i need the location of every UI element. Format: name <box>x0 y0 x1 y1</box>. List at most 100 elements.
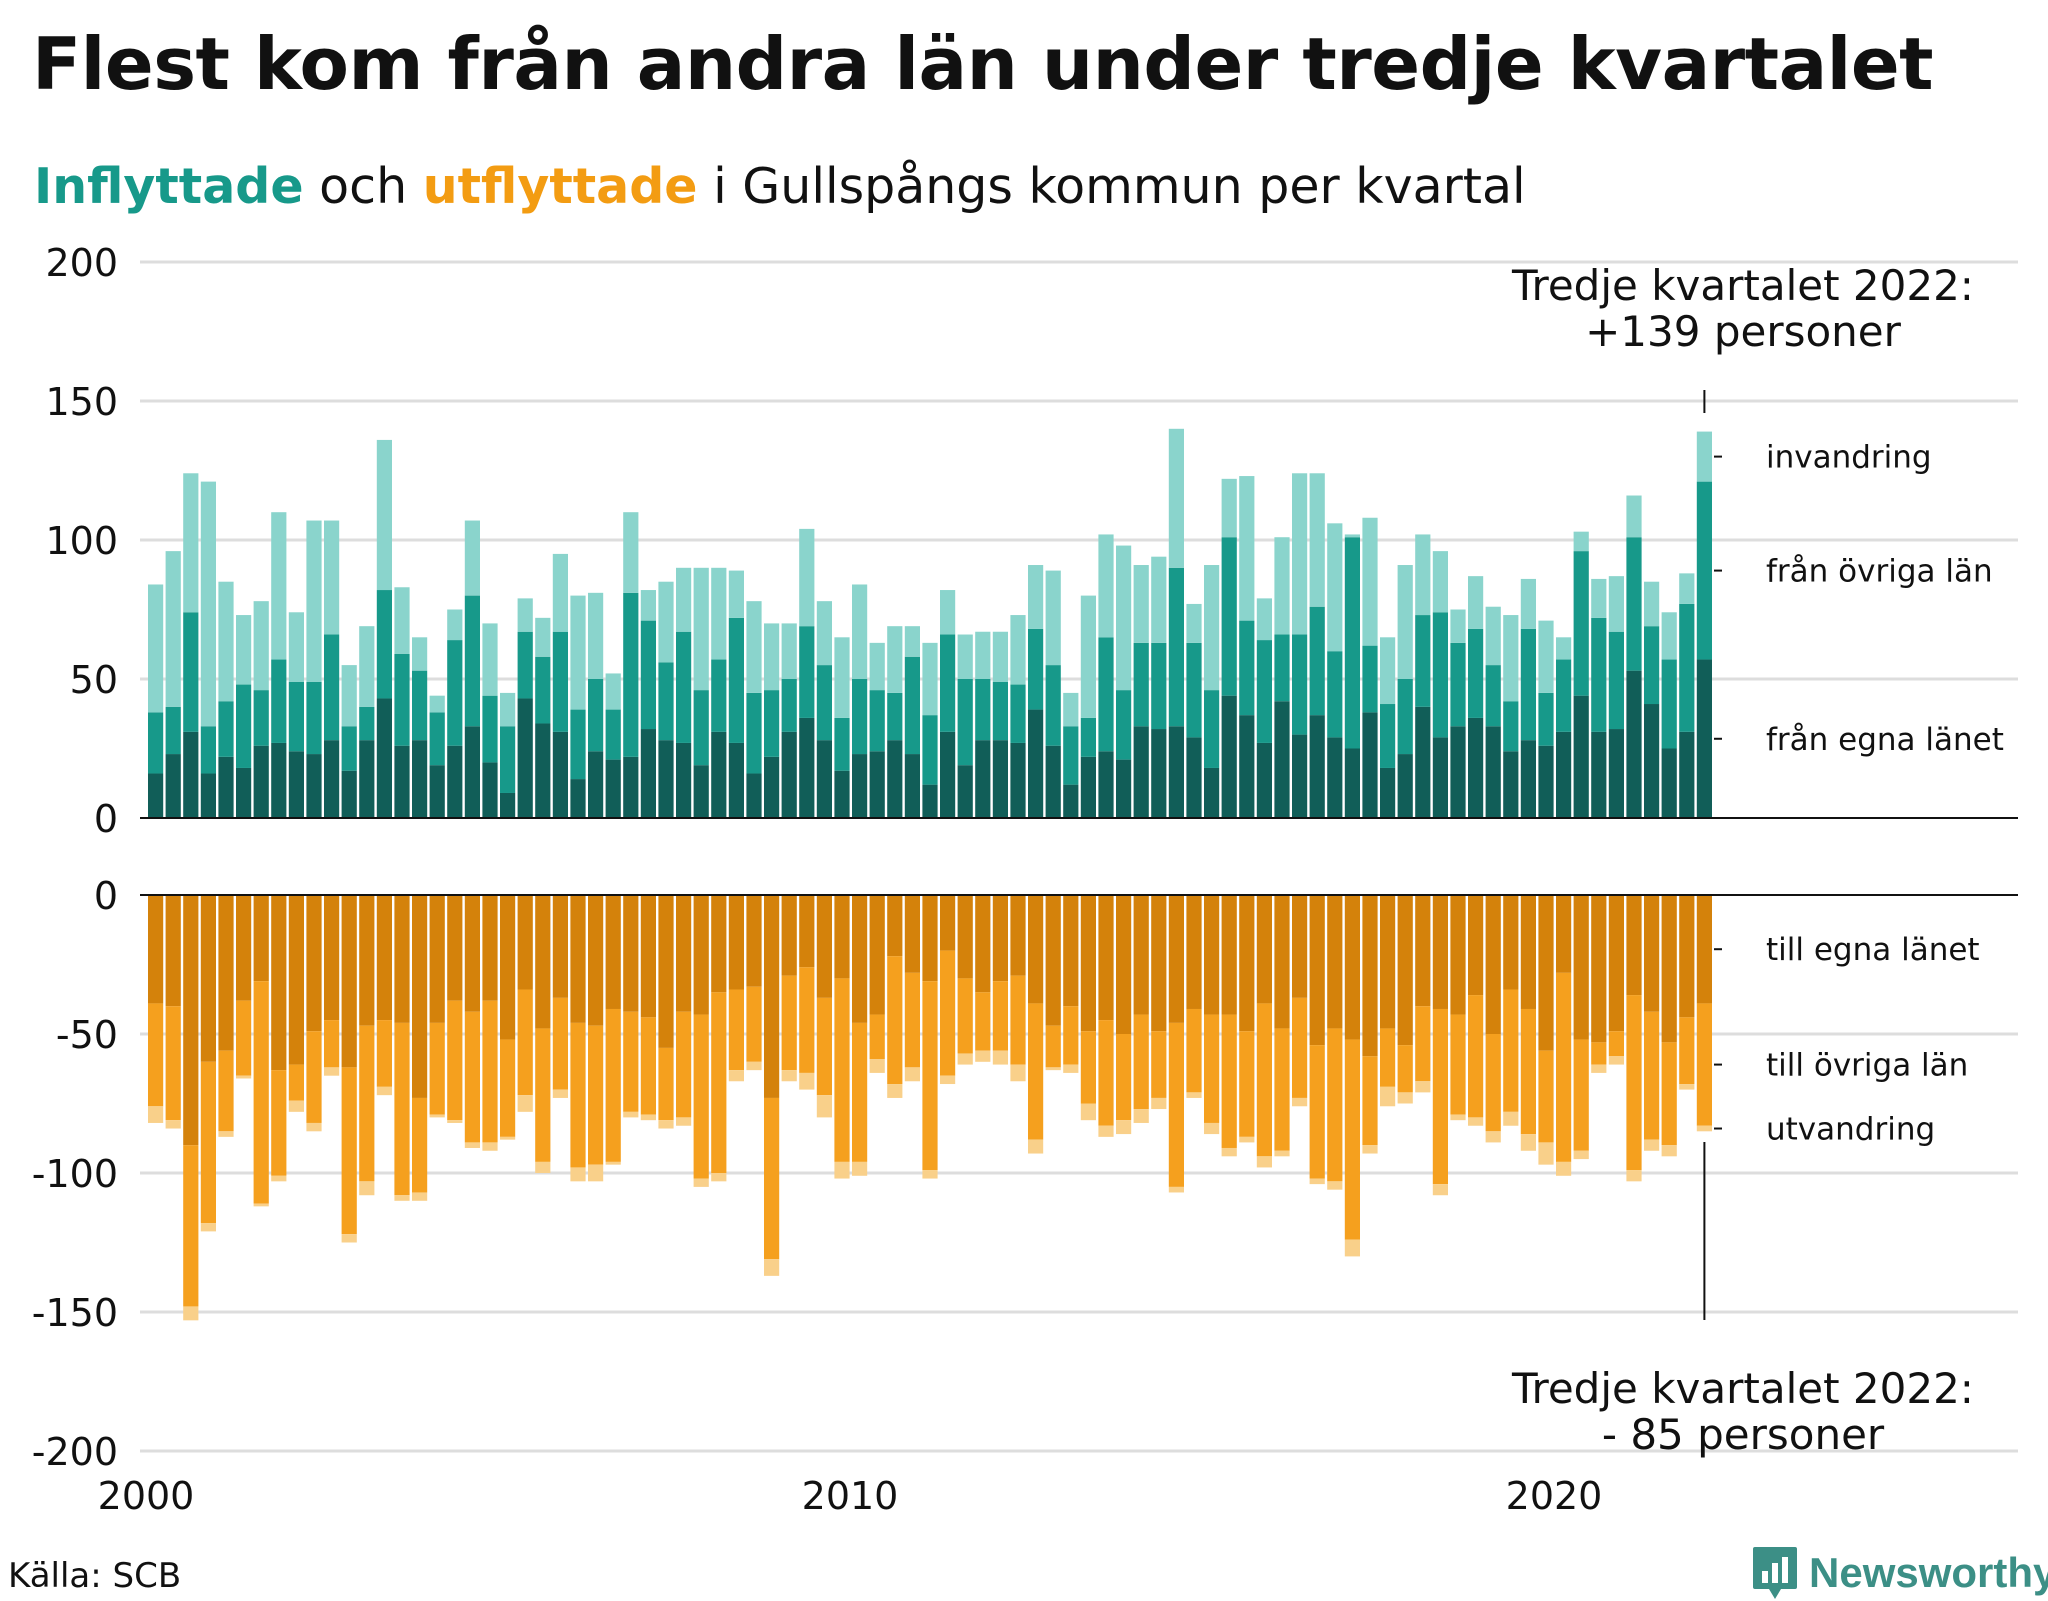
bar-utflyttade <box>376 1020 392 1087</box>
bar-inflyttade <box>570 709 586 780</box>
bar-inflyttade <box>517 631 533 699</box>
bar-inflyttade <box>764 690 780 757</box>
bar-utflyttade <box>1098 1125 1114 1137</box>
bar-utflyttade <box>904 972 920 1068</box>
bar-utflyttade <box>148 1003 164 1107</box>
bar-inflyttade <box>1256 640 1272 743</box>
bar-utflyttade <box>922 981 938 1171</box>
bar-inflyttade <box>1116 690 1132 760</box>
bar-utflyttade <box>1045 1067 1061 1071</box>
bar-inflyttade <box>1151 556 1167 643</box>
bar-inflyttade <box>165 754 181 818</box>
bar-utflyttade <box>1274 895 1290 1029</box>
bar-utflyttade <box>1028 1139 1044 1154</box>
bar-inflyttade <box>605 709 621 760</box>
bar-inflyttade <box>623 512 639 593</box>
bar-utflyttade <box>1626 895 1642 996</box>
bar-utflyttade <box>376 895 392 1021</box>
bar-utflyttade <box>1661 895 1677 1043</box>
bar-inflyttade <box>1415 615 1431 707</box>
bar-utflyttade <box>1221 895 1237 1015</box>
bar-utflyttade <box>394 1195 410 1201</box>
bar-utflyttade <box>324 895 340 1021</box>
bar-utflyttade <box>764 895 780 1098</box>
bar-inflyttade <box>376 439 392 591</box>
bar-utflyttade <box>1644 1139 1660 1151</box>
bar-inflyttade <box>816 740 832 818</box>
bar-inflyttade <box>1468 717 1484 818</box>
bar-utflyttade <box>165 895 181 1007</box>
bar-utflyttade <box>341 1234 357 1243</box>
bar-utflyttade <box>1151 1097 1167 1110</box>
y-tick-label-bottom: -200 <box>32 1430 118 1474</box>
bar-utflyttade <box>799 967 815 1073</box>
bar-inflyttade <box>1503 701 1519 752</box>
bar-inflyttade <box>852 754 868 818</box>
series-label-top: invandring <box>1766 440 1932 476</box>
bar-inflyttade <box>1556 659 1572 732</box>
bottom-annotation-line1: Tredje kvartalet 2022: <box>1511 1364 1974 1413</box>
bar-utflyttade <box>940 895 956 951</box>
bar-inflyttade <box>1292 734 1308 818</box>
bar-inflyttade <box>1520 740 1536 818</box>
bar-inflyttade <box>447 609 463 641</box>
bar-inflyttade <box>1415 706 1431 818</box>
bar-inflyttade <box>676 742 692 818</box>
bar-utflyttade <box>887 1084 903 1098</box>
bar-inflyttade <box>482 695 498 763</box>
bar-utflyttade <box>816 997 832 1096</box>
bar-inflyttade <box>1432 737 1448 818</box>
bar-inflyttade <box>1116 545 1132 691</box>
bar-inflyttade <box>940 590 956 635</box>
bar-utflyttade <box>341 895 357 1068</box>
bar-inflyttade <box>1080 756 1096 818</box>
bar-utflyttade <box>1520 895 1536 1009</box>
bar-inflyttade <box>218 701 234 757</box>
bar-inflyttade <box>1168 567 1184 727</box>
bar-inflyttade <box>887 692 903 741</box>
newsworthy-logo-text: Newsworthy <box>1809 1549 2048 1596</box>
bar-inflyttade <box>781 679 797 732</box>
bar-inflyttade <box>940 634 956 732</box>
bar-inflyttade <box>658 581 674 663</box>
bar-inflyttade <box>1485 726 1501 818</box>
bar-inflyttade <box>1661 612 1677 660</box>
bar-inflyttade <box>588 751 604 818</box>
bar-utflyttade <box>218 1050 234 1132</box>
bar-utflyttade <box>1468 1117 1484 1126</box>
bar-utflyttade <box>1362 1056 1378 1146</box>
y-tick-label-top: 50 <box>70 658 118 702</box>
bar-inflyttade <box>1028 709 1044 818</box>
bar-utflyttade <box>1133 895 1149 1015</box>
bar-inflyttade <box>1362 517 1378 646</box>
bar-inflyttade <box>1397 679 1413 755</box>
source-label: Källa: SCB <box>8 1556 182 1596</box>
bar-utflyttade <box>711 895 727 993</box>
bar-utflyttade <box>693 895 709 1015</box>
bar-inflyttade <box>570 779 586 818</box>
bar-inflyttade <box>904 754 920 818</box>
bar-utflyttade <box>552 895 568 998</box>
bar-inflyttade <box>200 481 216 727</box>
bar-utflyttade <box>1098 895 1114 1021</box>
bar-inflyttade <box>271 742 287 818</box>
bar-utflyttade <box>165 1006 181 1121</box>
bar-utflyttade <box>764 1259 780 1276</box>
bar-inflyttade <box>728 570 744 618</box>
bar-inflyttade <box>1063 784 1079 818</box>
bar-utflyttade <box>1591 1042 1607 1065</box>
bar-inflyttade <box>1344 534 1360 538</box>
bar-utflyttade <box>623 895 639 1012</box>
bar-inflyttade <box>165 706 181 755</box>
bar-inflyttade <box>394 653 410 746</box>
bar-inflyttade <box>869 642 885 691</box>
bar-inflyttade <box>1468 628 1484 718</box>
bar-utflyttade <box>1679 895 1695 1018</box>
bar-inflyttade <box>306 520 322 682</box>
bar-inflyttade <box>359 706 375 741</box>
bar-utflyttade <box>1608 1031 1624 1057</box>
bar-utflyttade <box>464 895 480 1012</box>
bar-inflyttade <box>852 679 868 755</box>
bar-utflyttade <box>1380 1086 1396 1107</box>
bar-utflyttade <box>447 895 463 1001</box>
